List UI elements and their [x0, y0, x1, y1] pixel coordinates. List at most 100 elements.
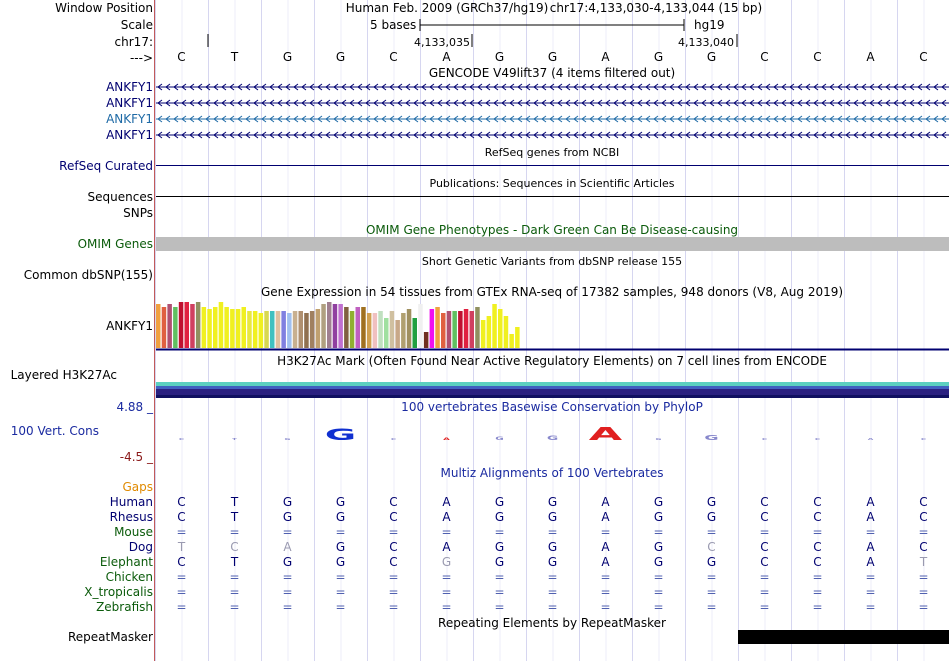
species-label[interactable]: Human	[109, 495, 153, 509]
label-sequences[interactable]: Sequences	[87, 190, 153, 204]
strand-arrow	[269, 131, 275, 139]
species-label[interactable]: Mouse	[114, 525, 153, 539]
alignment-base: G	[494, 540, 505, 554]
strand-arrow	[765, 83, 771, 91]
strand-arrow	[509, 115, 515, 123]
strand-arrow	[485, 99, 491, 107]
label-refseq-curated[interactable]: RefSeq Curated	[59, 159, 153, 173]
strand-arrow	[429, 83, 435, 91]
gtex-expression-bars[interactable]	[156, 302, 949, 351]
label-window-position[interactable]: Window Position	[55, 1, 153, 15]
strand-arrow	[469, 99, 475, 107]
repeatmasker-element[interactable]	[738, 630, 949, 644]
label-omim-genes[interactable]: OMIM Genes	[77, 237, 153, 251]
strand-arrow	[501, 99, 507, 107]
strand-arrow	[925, 99, 931, 107]
strand-arrow	[701, 131, 707, 139]
phylop-letter: T	[232, 438, 237, 441]
alignment-base: A	[442, 495, 451, 509]
gtex-tissue-bar	[207, 309, 212, 348]
alignment-base: =	[229, 525, 240, 539]
alignment-base: =	[441, 525, 452, 539]
gtex-tissue-bar	[423, 332, 429, 348]
strand-arrow	[765, 99, 771, 107]
label-100-vert-cons[interactable]: 100 Vert. Cons	[10, 424, 99, 438]
strand-arrow	[677, 99, 683, 107]
label-snps[interactable]: SNPs	[123, 206, 153, 220]
strand-arrow	[821, 115, 827, 123]
gencode-transcript[interactable]	[156, 98, 949, 108]
gencode-gene-label-4[interactable]: ANKFY1	[106, 128, 153, 142]
gencode-transcript[interactable]	[156, 114, 949, 124]
strand-arrow	[541, 131, 547, 139]
label-chr[interactable]: chr17:	[114, 35, 153, 49]
alignment-base: T	[919, 555, 928, 569]
alignment-base: C	[813, 495, 822, 509]
alignment-base: C	[919, 510, 928, 524]
alignment-base: =	[547, 585, 558, 599]
strand-arrow	[221, 83, 227, 91]
label-strand-arrow[interactable]: --->	[129, 51, 153, 65]
gencode-gene-label-1[interactable]: ANKFY1	[106, 80, 153, 94]
ruler-ticks	[207, 34, 738, 47]
species-label[interactable]: Elephant	[99, 555, 153, 569]
dbsnp-title: Short Genetic Variants from dbSNP releas…	[421, 255, 683, 268]
strand-arrow	[525, 99, 531, 107]
strand-arrow	[901, 115, 907, 123]
gtex-tissue-bar	[366, 313, 372, 348]
species-label[interactable]: Rhesus	[109, 510, 153, 524]
label-scale[interactable]: Scale	[120, 18, 153, 32]
strand-arrow	[429, 131, 435, 139]
h3k27ac-signal[interactable]	[156, 382, 949, 398]
ruler-tick-label-2: 4,133,040	[678, 36, 734, 49]
label-gtex-gene[interactable]: ANKFY1	[106, 319, 153, 333]
alignment-base: G	[282, 495, 293, 509]
alignment-base: A	[442, 510, 451, 524]
strand-arrow	[565, 131, 571, 139]
gtex-tissue-bar	[406, 309, 412, 348]
strand-arrow	[381, 115, 387, 123]
alignment-base: =	[812, 585, 823, 599]
strand-arrow	[413, 131, 419, 139]
strand-arrow	[821, 83, 827, 91]
strand-arrow	[917, 115, 923, 123]
refseq-track[interactable]	[156, 165, 949, 166]
strand-arrow	[285, 115, 291, 123]
gencode-transcript[interactable]	[156, 130, 949, 140]
gtex-tissue-bar	[258, 313, 264, 348]
species-label[interactable]: Zebrafish	[96, 600, 153, 614]
gencode-transcript[interactable]	[156, 82, 949, 92]
gtex-tissue-bar	[230, 309, 235, 348]
strand-arrow	[405, 131, 411, 139]
strand-arrow	[445, 99, 451, 107]
strand-arrow	[621, 131, 627, 139]
alignment-base: =	[759, 600, 770, 614]
label-layered-h3k27ac[interactable]: Layered H3K27Ac	[10, 368, 117, 382]
omim-phenotype-bar[interactable]	[156, 237, 949, 251]
strand-arrow	[277, 131, 283, 139]
species-label[interactable]: Chicken	[105, 570, 153, 584]
strand-arrow	[253, 115, 259, 123]
strand-arrow	[901, 99, 907, 107]
strand-arrow	[813, 131, 819, 139]
strand-arrow	[197, 83, 203, 91]
strand-arrow	[197, 99, 203, 107]
strand-arrow	[461, 99, 467, 107]
strand-arrow	[301, 83, 307, 91]
species-label[interactable]: X_tropicalis	[84, 585, 153, 599]
strand-arrow	[773, 83, 779, 91]
strand-arrow	[853, 83, 859, 91]
strand-arrow	[405, 99, 411, 107]
label-common-dbsnp[interactable]: Common dbSNP(155)	[23, 268, 153, 282]
publications-track[interactable]	[156, 196, 949, 197]
strand-arrow	[741, 115, 747, 123]
gencode-gene-label-3[interactable]: ANKFY1	[106, 112, 153, 126]
strand-arrow	[661, 131, 667, 139]
label-repeatmasker[interactable]: RepeatMasker	[67, 630, 153, 644]
label-gaps[interactable]: Gaps	[122, 480, 153, 494]
strand-arrow	[789, 99, 795, 107]
strand-arrow	[365, 115, 371, 123]
gencode-gene-label-2[interactable]: ANKFY1	[106, 96, 153, 110]
species-label[interactable]: Dog	[128, 540, 153, 554]
